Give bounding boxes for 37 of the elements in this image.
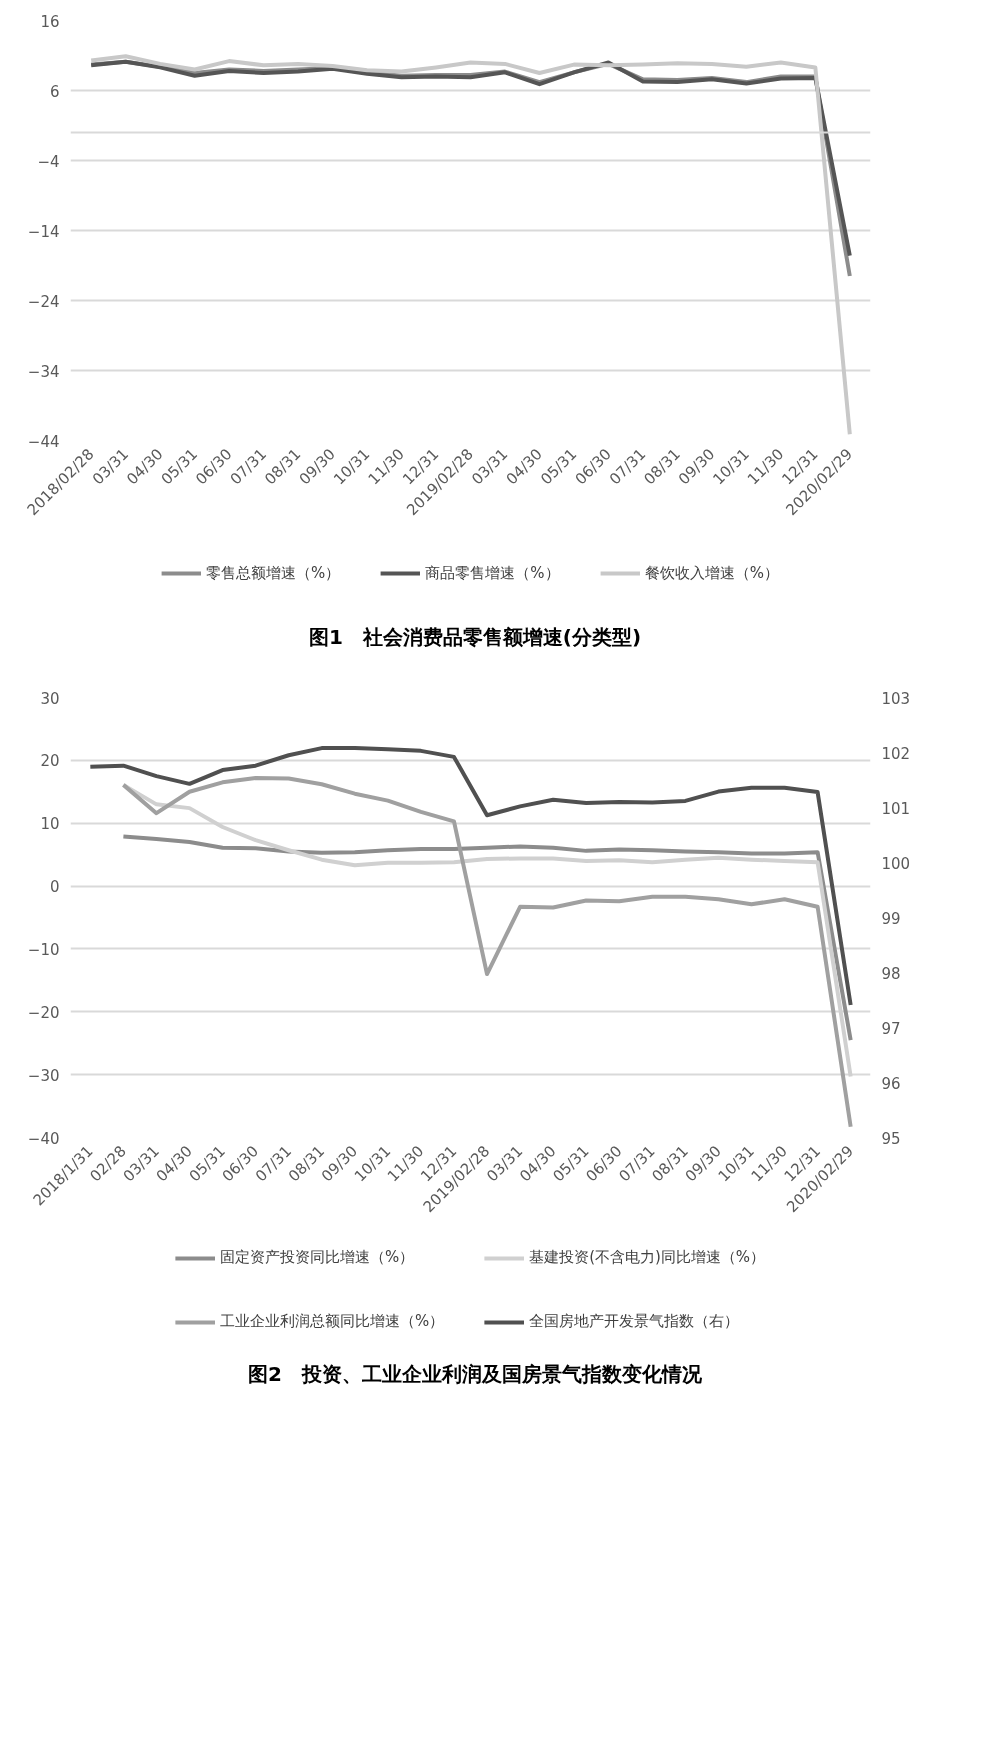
y2-tick-label: 99 bbox=[881, 909, 901, 928]
text: 图2 投资、工业企业利润及国房景气指数变化情况 bbox=[248, 1360, 702, 1388]
y2-tick-label: 100 bbox=[881, 854, 911, 873]
y-tick-label: −24 bbox=[27, 292, 60, 311]
line-series bbox=[121, 833, 853, 1042]
y-tick-label: −4 bbox=[37, 152, 60, 171]
legend-label: 全国房地产开发景气指数（右） bbox=[529, 1311, 740, 1333]
y2-tick-label: 98 bbox=[881, 964, 901, 983]
y2-tick-label: 95 bbox=[881, 1129, 901, 1148]
y2-tick-label: 101 bbox=[881, 799, 911, 818]
y2-tick-label: 102 bbox=[881, 744, 911, 763]
legend-label: 餐饮收入增速（%） bbox=[644, 562, 779, 584]
y-tick-label: 20 bbox=[40, 751, 60, 770]
y-tick-label: 10 bbox=[40, 814, 60, 833]
legend-label: 固定资产投资同比增速（%） bbox=[219, 1247, 415, 1269]
y-tick-label: −30 bbox=[27, 1066, 60, 1085]
y-tick-label: −34 bbox=[27, 362, 60, 381]
y-tick-label: 6 bbox=[49, 82, 60, 101]
line-series bbox=[89, 54, 852, 437]
y-tick-label: 16 bbox=[40, 12, 60, 31]
y-tick-label: −20 bbox=[27, 1003, 60, 1022]
line-series bbox=[121, 775, 853, 1129]
legend-label: 商品零售增速（%） bbox=[425, 562, 560, 584]
legend-label: 基建投资(不含电力)同比增速（%） bbox=[529, 1247, 766, 1269]
y2-tick-label: 96 bbox=[881, 1074, 901, 1093]
text: 图1 社会消费品零售额增速(分类型) bbox=[308, 624, 642, 651]
y-tick-label: −14 bbox=[27, 222, 60, 241]
legend-label: 零售总额增速（%） bbox=[206, 562, 341, 584]
y2-tick-label: 97 bbox=[881, 1019, 901, 1038]
y-tick-label: 30 bbox=[40, 689, 60, 708]
line-series bbox=[88, 745, 853, 1007]
y2-tick-label: 103 bbox=[881, 689, 911, 708]
y-tick-label: −40 bbox=[27, 1129, 60, 1148]
y-tick-label: −44 bbox=[27, 432, 60, 451]
y-tick-label: −10 bbox=[27, 940, 60, 959]
legend-label: 工业企业利润总额同比增速（%） bbox=[219, 1311, 445, 1333]
y-tick-label: 0 bbox=[49, 877, 60, 896]
